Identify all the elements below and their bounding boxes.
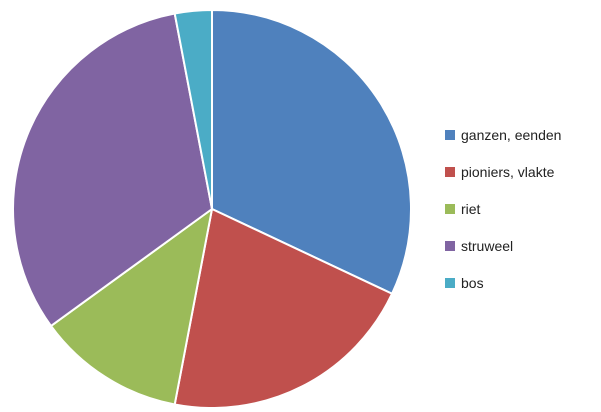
legend-item-riet: riet xyxy=(445,201,481,217)
pie-slice-riet xyxy=(50,208,213,406)
legend-item-pioniers-vlakte: pioniers, vlakte xyxy=(445,164,555,180)
pie-slices xyxy=(12,8,412,409)
legend-label: ganzen, eenden xyxy=(461,127,561,143)
pie-slice-ganzen-eenden xyxy=(211,9,412,295)
legend-swatch xyxy=(445,130,455,140)
legend-label: riet xyxy=(461,201,481,217)
legend-label: struweel xyxy=(461,238,513,254)
legend-swatch xyxy=(445,278,455,288)
legend-swatch xyxy=(445,204,455,214)
pie-slice-struweel xyxy=(12,12,213,327)
legend-item-struweel: struweel xyxy=(445,238,513,254)
legend-item-bos: bos xyxy=(445,275,484,291)
legend-swatch xyxy=(445,167,455,177)
legend-label: pioniers, vlakte xyxy=(461,164,555,180)
chart-legend: ganzen, eenden pioniers, vlakte riet struwe… xyxy=(445,127,561,291)
pie-slice-bos xyxy=(173,8,213,210)
legend-swatch xyxy=(445,241,455,251)
legend-item-ganzen-eenden: ganzen, eenden xyxy=(445,127,561,143)
legend-label: bos xyxy=(461,275,484,291)
